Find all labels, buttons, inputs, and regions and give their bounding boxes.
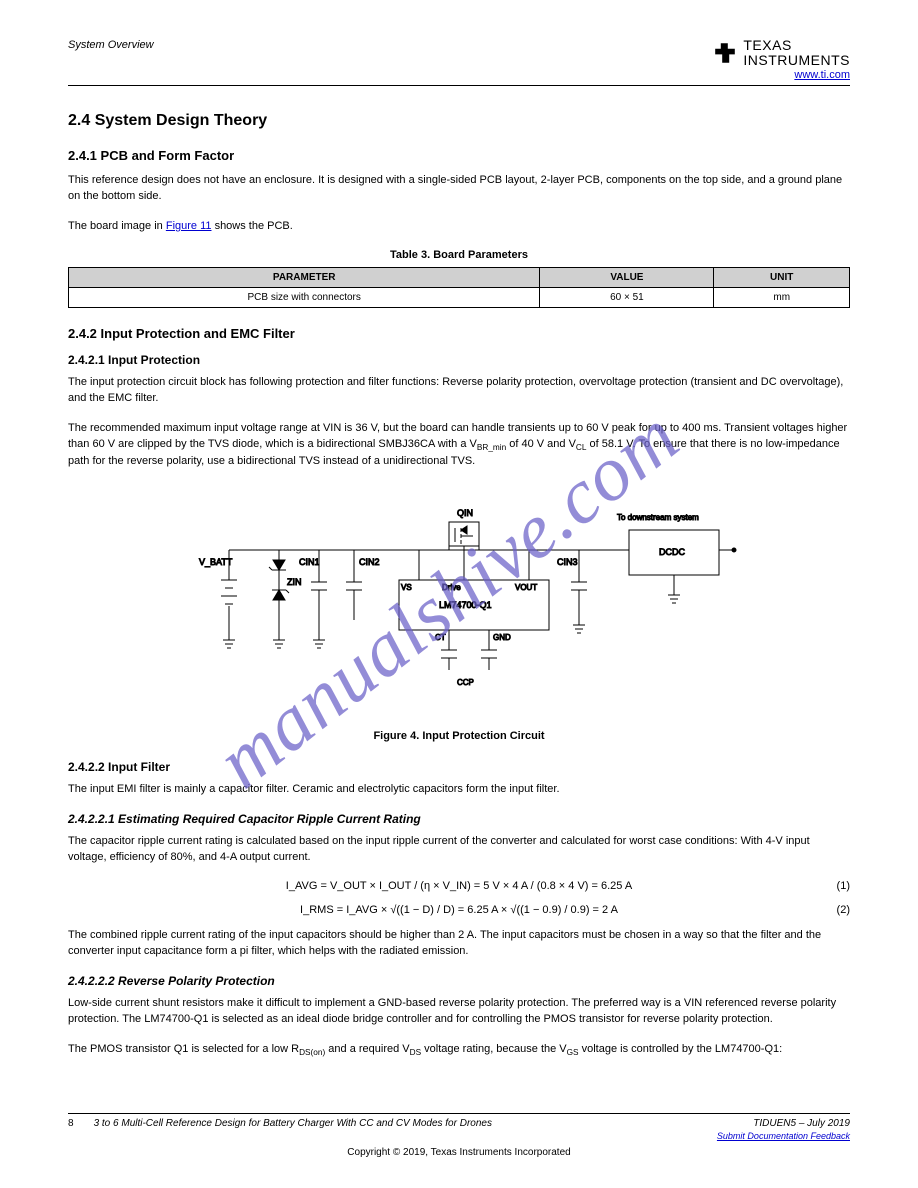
table-cell: 60 × 51 <box>540 288 714 308</box>
subscript-text: DS(on) <box>299 1048 325 1057</box>
para-2-4-1-b: The board image in Figure 11 shows the P… <box>68 219 850 235</box>
subscript-text: BR_min <box>477 443 506 452</box>
table-row: PCB size with connectors 60 × 51 mm <box>69 288 850 308</box>
svg-text:CIN1: CIN1 <box>299 557 320 567</box>
ti-logo-icon <box>711 39 739 67</box>
para-2-4-2-1-b: The recommended maximum input voltage ra… <box>68 421 850 470</box>
section-2-4-2-heading: 2.4.2 Input Protection and EMC Filter <box>68 326 850 341</box>
footer-rule <box>68 1113 850 1114</box>
table-cell: mm <box>714 288 850 308</box>
table-header: PARAMETER <box>69 268 540 288</box>
brand-logo: TEXAS INSTRUMENTS <box>711 38 850 67</box>
table-header: VALUE <box>540 268 714 288</box>
svg-text:VOUT: VOUT <box>515 583 537 592</box>
table3-caption: Table 3. Board Parameters <box>68 249 850 261</box>
para-text: and a required V <box>325 1043 409 1055</box>
svg-text:ZIN: ZIN <box>287 577 302 587</box>
para-2-4-2-2: The input EMI filter is mainly a capacit… <box>68 782 850 798</box>
svg-text:LM74700-Q1: LM74700-Q1 <box>439 600 492 610</box>
eq-label: (2) <box>837 904 850 916</box>
site-link[interactable]: www.ti.com <box>794 69 850 81</box>
para-text: The PMOS transistor Q1 is selected for a… <box>68 1043 299 1055</box>
equation-1: I_AVG = V_OUT × I_OUT / (η × V_IN) = 5 V… <box>68 880 850 892</box>
subscript-text: GS <box>567 1048 579 1057</box>
svg-text:CCP: CCP <box>457 678 474 687</box>
svg-text:VS: VS <box>401 583 412 592</box>
svg-text:To downstream system: To downstream system <box>617 513 699 522</box>
svg-text:CIN3: CIN3 <box>557 557 578 567</box>
logo-line2: INSTRUMENTS <box>743 53 850 68</box>
para-text: shows the PCB. <box>215 220 293 232</box>
eq-rhs: V_OUT × I_OUT / (η × V_IN) = 5 V × 4 A /… <box>330 880 632 892</box>
figure4-caption: Figure 4. Input Protection Circuit <box>68 730 850 742</box>
table-cell: PCB size with connectors <box>69 288 540 308</box>
eq-label: (1) <box>837 880 850 892</box>
para-text: voltage rating, because the V <box>421 1043 567 1055</box>
footer-doc-id: TIDUEN5 – July 2019 <box>753 1118 850 1129</box>
para-after-eq: The combined ripple current rating of th… <box>68 928 850 960</box>
figure-link[interactable]: Figure 11 <box>166 220 212 232</box>
para-2-4-2-2-1: The capacitor ripple current rating is c… <box>68 834 850 866</box>
subscript-text: DS <box>410 1048 421 1057</box>
section-2-4-2-1-heading: 2.4.2.1 Input Protection <box>68 353 850 367</box>
eq-eq: = <box>320 880 329 892</box>
para-text: of 40 V and V <box>506 438 576 450</box>
svg-text:DCDC: DCDC <box>659 547 685 557</box>
table-row: PARAMETER VALUE UNIT <box>69 268 850 288</box>
section-2-4-heading: 2.4 System Design Theory <box>68 112 850 130</box>
svg-text:V_BATT: V_BATT <box>199 557 233 567</box>
eq-rhs: I_AVG × √((1 − D) / D) = 6.25 A × √((1 −… <box>346 904 618 916</box>
subscript-text: CL <box>576 443 587 452</box>
para-2-4-2-2-2-a: Low-side current shunt resistors make it… <box>68 996 850 1028</box>
svg-text:QIN: QIN <box>457 508 473 518</box>
para-2-4-2-1-a: The input protection circuit block has f… <box>68 375 850 407</box>
svg-text:CIN2: CIN2 <box>359 557 380 567</box>
svg-text:GND: GND <box>493 633 511 642</box>
header-doc-title: System Overview <box>68 38 154 53</box>
page-header: System Overview TEXAS INSTRUMENTS <box>68 38 850 67</box>
section-2-4-1-heading: 2.4.1 PCB and Form Factor <box>68 148 850 163</box>
section-2-4-2-2-heading: 2.4.2.2 Input Filter <box>68 760 850 774</box>
para-text: The board image in <box>68 220 166 232</box>
section-2-4-2-2-2-heading: 2.4.2.2.2 Reverse Polarity Protection <box>68 974 850 988</box>
para-2-4-1-a: This reference design does not have an e… <box>68 173 850 205</box>
para-2-4-2-2-2-b: The PMOS transistor Q1 is selected for a… <box>68 1042 850 1059</box>
svg-text:CT: CT <box>435 633 446 642</box>
para-text: voltage is controlled by the LM74700-Q1: <box>579 1043 783 1055</box>
eq-eq: = <box>337 904 346 916</box>
footer-doc-title: 3 to 6 Multi-Cell Reference Design for B… <box>74 1118 754 1129</box>
table3: PARAMETER VALUE UNIT PCB size with conne… <box>68 267 850 308</box>
header-rule <box>68 85 850 86</box>
copyright: Copyright © 2019, Texas Instruments Inco… <box>68 1147 850 1158</box>
section-2-4-2-2-1-heading: 2.4.2.2.1 Estimating Required Capacitor … <box>68 812 850 826</box>
svg-text:Drive: Drive <box>442 583 461 592</box>
logo-line1: TEXAS <box>743 38 850 53</box>
page-footer: 8 3 to 6 Multi-Cell Reference Design for… <box>68 1113 850 1158</box>
equation-2: I_RMS = I_AVG × √((1 − D) / D) = 6.25 A … <box>68 904 850 916</box>
eq-lhs: I_RMS <box>300 904 334 916</box>
figure4-svg: V_BATT ZIN <box>68 490 850 720</box>
feedback-link[interactable]: Submit Documentation Feedback <box>717 1131 850 1141</box>
eq-lhs: I_AVG <box>286 880 318 892</box>
table-header: UNIT <box>714 268 850 288</box>
